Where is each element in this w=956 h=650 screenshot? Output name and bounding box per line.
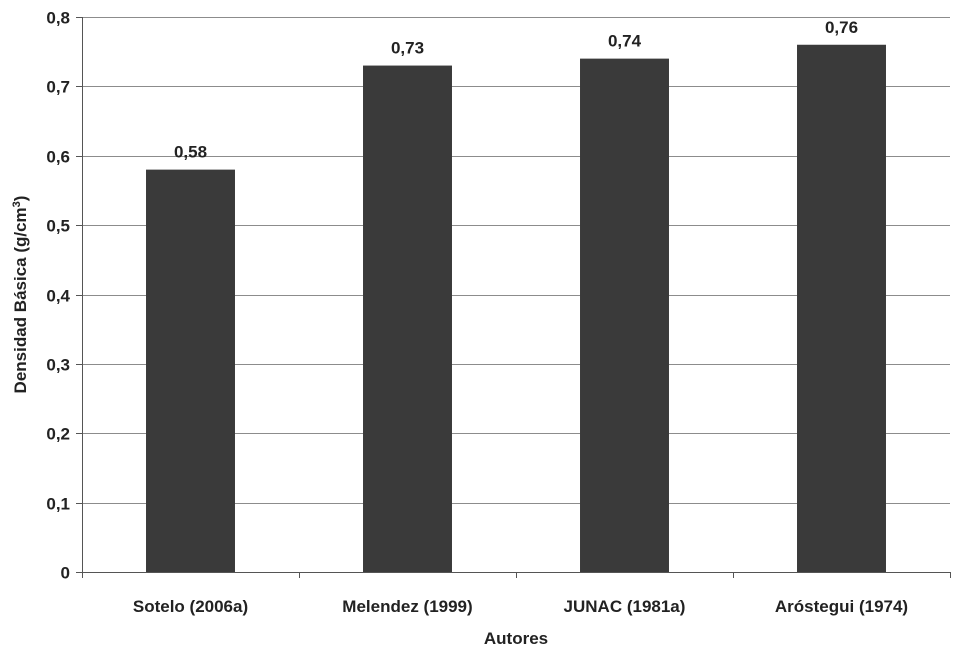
- x-tick-label: Aróstegui (1974): [775, 597, 908, 616]
- y-axis-title-text: Densidad Básica (g/cm: [11, 207, 30, 393]
- bars: [146, 44, 886, 572]
- y-tick-label: 0,4: [46, 287, 70, 306]
- y-tick-label: 0,3: [46, 356, 70, 375]
- y-tick-label: 0,1: [46, 495, 70, 514]
- axes: [76, 17, 951, 578]
- x-tick-label: Melendez (1999): [342, 597, 472, 616]
- x-tick-label: JUNAC (1981a): [564, 597, 686, 616]
- y-tick-label: 0,2: [46, 425, 70, 444]
- bar: [146, 169, 235, 572]
- data-label: 0,58: [174, 143, 207, 162]
- y-axis-title: Densidad Básica (g/cm3): [11, 196, 30, 394]
- bar: [580, 58, 669, 572]
- y-tick-label: 0,5: [46, 217, 70, 236]
- y-axis-title-superscript: 3: [11, 201, 23, 207]
- data-label: 0,76: [825, 18, 858, 37]
- y-tick-label: 0,6: [46, 148, 70, 167]
- x-tick-labels: Sotelo (2006a) Melendez (1999) JUNAC (1981…: [133, 597, 908, 616]
- y-tick-labels: 0 0,1 0,2 0,3 0,4 0,5 0,6 0,7 0,8: [46, 9, 70, 583]
- y-tick-label: 0,8: [46, 9, 70, 28]
- bar: [363, 65, 452, 572]
- data-label: 0,74: [608, 32, 642, 51]
- x-tick-label: Sotelo (2006a): [133, 597, 248, 616]
- y-tick-label: 0: [61, 564, 70, 583]
- data-label: 0,73: [391, 39, 424, 58]
- y-tick-label: 0,7: [46, 78, 70, 97]
- x-axis-title: Autores: [484, 629, 548, 648]
- data-labels: 0,58 0,73 0,74 0,76: [174, 18, 858, 162]
- bar: [797, 44, 886, 572]
- y-axis-title-suffix: ): [11, 196, 30, 202]
